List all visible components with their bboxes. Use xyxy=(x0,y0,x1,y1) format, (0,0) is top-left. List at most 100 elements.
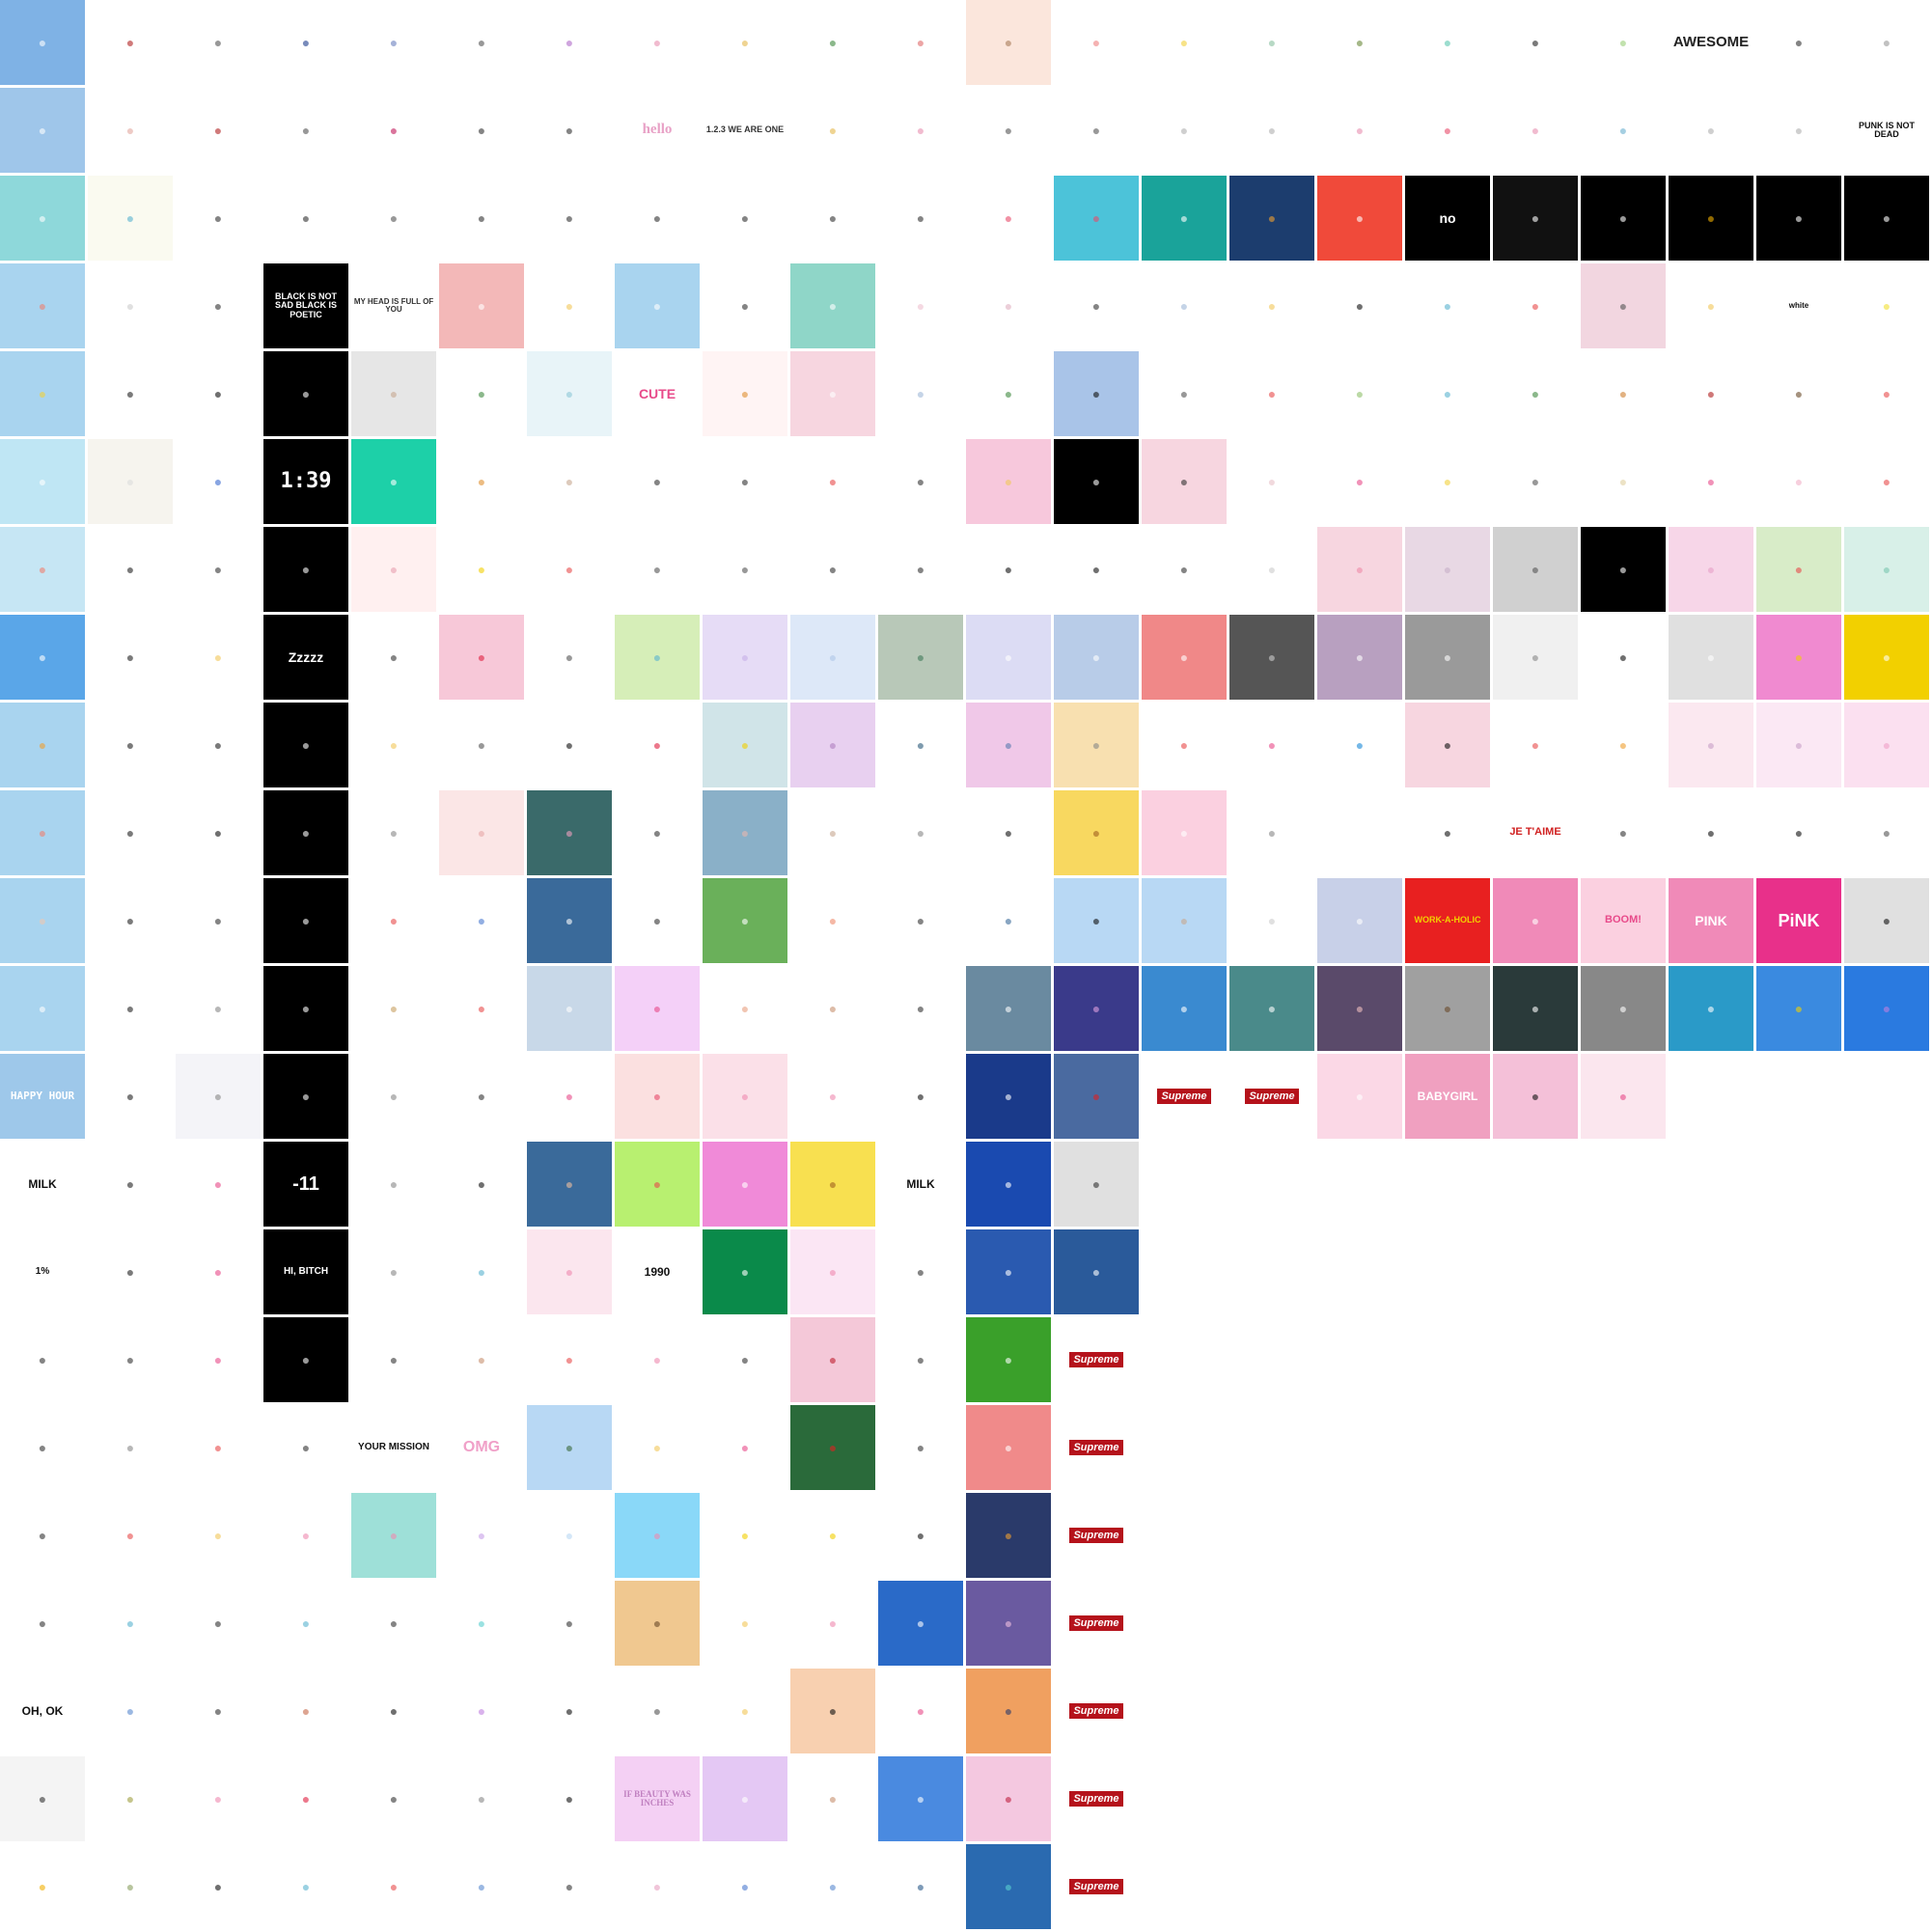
sticker-tile[interactable]: ● xyxy=(615,263,700,348)
sticker-tile[interactable]: ● xyxy=(703,1581,787,1666)
sticker-tile[interactable]: ● xyxy=(88,1142,173,1227)
sticker-tile[interactable]: ● xyxy=(263,351,348,436)
sticker-tile[interactable]: ● xyxy=(790,439,875,524)
sticker-tile[interactable]: ● xyxy=(0,966,85,1051)
sticker-tile[interactable]: BLACK IS NOT SAD BLACK IS POETIC xyxy=(263,263,348,348)
sticker-tile[interactable]: ● xyxy=(263,88,348,173)
sticker-tile[interactable]: ● xyxy=(439,790,524,875)
sticker-tile[interactable]: ● xyxy=(1142,176,1227,261)
sticker-tile[interactable]: ● xyxy=(351,527,436,612)
sticker-tile[interactable]: ● xyxy=(527,439,612,524)
sticker-tile[interactable]: ● xyxy=(0,351,85,436)
sticker-tile[interactable]: ● xyxy=(263,1405,348,1490)
sticker-tile[interactable]: ● xyxy=(1756,88,1841,173)
sticker-tile[interactable]: ● xyxy=(0,263,85,348)
sticker-tile[interactable]: ● xyxy=(966,966,1051,1051)
sticker-tile[interactable]: ● xyxy=(0,1493,85,1578)
sticker-tile[interactable]: ● xyxy=(0,1405,85,1490)
sticker-tile[interactable]: Supreme xyxy=(1054,1669,1139,1753)
sticker-tile[interactable]: ● xyxy=(439,1756,524,1841)
sticker-tile[interactable]: ● xyxy=(878,1229,963,1314)
sticker-tile[interactable]: ● xyxy=(263,1581,348,1666)
sticker-tile[interactable]: ● xyxy=(1756,527,1841,612)
sticker-tile[interactable]: ● xyxy=(439,439,524,524)
sticker-tile[interactable]: ● xyxy=(88,351,173,436)
sticker-tile[interactable]: ● xyxy=(1229,0,1314,85)
sticker-tile[interactable]: ● xyxy=(878,878,963,963)
sticker-tile[interactable]: ● xyxy=(966,615,1051,700)
sticker-tile[interactable]: ● xyxy=(351,1054,436,1139)
sticker-tile[interactable]: ● xyxy=(263,878,348,963)
sticker-tile[interactable]: ● xyxy=(615,703,700,787)
sticker-tile[interactable]: ● xyxy=(1229,966,1314,1051)
sticker-tile[interactable]: ● xyxy=(790,878,875,963)
sticker-tile[interactable]: ● xyxy=(527,1405,612,1490)
sticker-tile[interactable]: ● xyxy=(88,1317,173,1402)
sticker-tile[interactable]: ● xyxy=(790,966,875,1051)
sticker-tile[interactable]: ● xyxy=(176,1229,261,1314)
sticker-tile[interactable]: no xyxy=(1405,176,1490,261)
sticker-tile[interactable]: ● xyxy=(1054,88,1139,173)
sticker-tile[interactable]: ● xyxy=(1317,527,1402,612)
sticker-tile[interactable]: ● xyxy=(88,1756,173,1841)
sticker-tile[interactable]: ● xyxy=(527,351,612,436)
sticker-tile[interactable]: ● xyxy=(878,1756,963,1841)
sticker-tile[interactable]: ● xyxy=(1581,1054,1666,1139)
sticker-tile[interactable]: ● xyxy=(966,88,1051,173)
sticker-tile[interactable]: ● xyxy=(263,966,348,1051)
sticker-tile[interactable]: Supreme xyxy=(1054,1493,1139,1578)
sticker-tile[interactable]: ● xyxy=(878,1405,963,1490)
sticker-tile[interactable]: ● xyxy=(88,527,173,612)
sticker-tile[interactable]: ● xyxy=(263,0,348,85)
sticker-tile[interactable]: ● xyxy=(966,1669,1051,1753)
sticker-tile[interactable]: ● xyxy=(1317,615,1402,700)
sticker-tile[interactable]: ● xyxy=(1493,263,1578,348)
sticker-tile[interactable]: ● xyxy=(0,0,85,85)
sticker-tile[interactable]: ● xyxy=(176,1581,261,1666)
sticker-tile[interactable]: ● xyxy=(1669,439,1753,524)
sticker-tile[interactable]: ● xyxy=(1054,966,1139,1051)
sticker-tile[interactable]: ● xyxy=(878,263,963,348)
sticker-tile[interactable]: ● xyxy=(703,0,787,85)
sticker-tile[interactable]: ● xyxy=(615,615,700,700)
sticker-tile[interactable]: ● xyxy=(263,1756,348,1841)
sticker-tile[interactable]: ● xyxy=(1581,966,1666,1051)
sticker-tile[interactable]: ● xyxy=(88,1229,173,1314)
sticker-tile[interactable]: IF BEAUTY WAS INCHES xyxy=(615,1756,700,1841)
sticker-tile[interactable]: ● xyxy=(527,263,612,348)
sticker-tile[interactable]: ● xyxy=(615,176,700,261)
sticker-tile[interactable]: ● xyxy=(439,351,524,436)
sticker-tile[interactable]: ● xyxy=(878,88,963,173)
sticker-tile[interactable]: ● xyxy=(878,966,963,1051)
sticker-tile[interactable]: ● xyxy=(1405,0,1490,85)
sticker-tile[interactable]: ● xyxy=(615,966,700,1051)
sticker-tile[interactable]: ● xyxy=(790,1844,875,1929)
sticker-tile[interactable]: ● xyxy=(966,1054,1051,1139)
sticker-tile[interactable]: ● xyxy=(351,878,436,963)
sticker-tile[interactable]: ● xyxy=(703,615,787,700)
sticker-tile[interactable]: ● xyxy=(790,263,875,348)
sticker-tile[interactable]: ● xyxy=(615,1493,700,1578)
sticker-tile[interactable]: ● xyxy=(703,1054,787,1139)
sticker-tile[interactable]: ● xyxy=(1844,966,1929,1051)
sticker-tile[interactable]: ● xyxy=(176,878,261,963)
sticker-tile[interactable]: BABYGIRL xyxy=(1405,1054,1490,1139)
sticker-tile[interactable]: ● xyxy=(790,1142,875,1227)
sticker-tile[interactable]: JE T'AIME xyxy=(1493,790,1578,875)
sticker-tile[interactable]: ● xyxy=(790,1581,875,1666)
sticker-tile[interactable]: ● xyxy=(1844,0,1929,85)
sticker-tile[interactable]: ● xyxy=(439,966,524,1051)
sticker-tile[interactable]: ● xyxy=(351,176,436,261)
sticker-tile[interactable]: ● xyxy=(1142,0,1227,85)
sticker-tile[interactable]: ● xyxy=(703,176,787,261)
sticker-tile[interactable]: ● xyxy=(1405,790,1490,875)
sticker-tile[interactable]: ● xyxy=(878,1054,963,1139)
sticker-tile[interactable]: ● xyxy=(88,176,173,261)
sticker-tile[interactable]: ● xyxy=(790,176,875,261)
sticker-tile[interactable]: ● xyxy=(1317,703,1402,787)
sticker-tile[interactable]: ● xyxy=(1229,615,1314,700)
sticker-tile[interactable]: ● xyxy=(439,1229,524,1314)
sticker-tile[interactable]: ● xyxy=(527,1756,612,1841)
sticker-tile[interactable]: hello xyxy=(615,88,700,173)
sticker-tile[interactable]: ● xyxy=(878,1317,963,1402)
